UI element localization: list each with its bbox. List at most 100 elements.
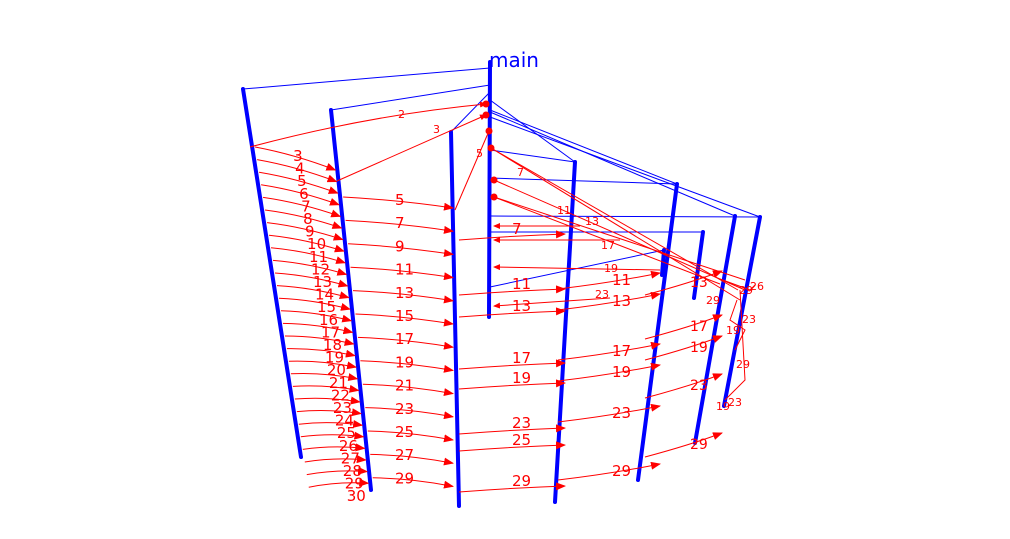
- fan-arrow: [274, 272, 349, 288]
- col2-label: 5: [395, 191, 405, 209]
- col2-label: 21: [395, 377, 414, 395]
- fan-arrow: [306, 466, 369, 476]
- col5-arrow: [644, 335, 723, 361]
- fan-label: 3: [293, 147, 303, 165]
- col3-label: 17: [512, 349, 531, 367]
- fan-arrow: [257, 159, 338, 183]
- fan-label: 18: [323, 336, 342, 354]
- fan-label: 8: [303, 210, 313, 228]
- fan-label: 9: [305, 223, 315, 241]
- fan-arrow: [268, 234, 345, 253]
- fan-arrow: [294, 396, 361, 405]
- lifelines: [241, 60, 762, 508]
- fan-arrow: [259, 171, 339, 194]
- fan-label: 26: [339, 437, 358, 455]
- fan-label: 30: [347, 487, 366, 505]
- col5-labels: 13 17 19 23 29: [690, 275, 708, 453]
- col3-arrow: [458, 230, 566, 241]
- fan-arrow: [282, 322, 354, 335]
- fan-arrow: [300, 431, 365, 440]
- col2-label: 11: [395, 261, 414, 279]
- col2-label: 15: [395, 307, 414, 325]
- fan-label: 23: [333, 399, 352, 417]
- fan-arrow: [266, 222, 344, 241]
- col4-labels: 11 13 17 19 23 29: [612, 271, 631, 480]
- col4-label: 29: [612, 462, 631, 480]
- col5-label: 13: [690, 275, 708, 291]
- lifeline-8: [722, 215, 762, 408]
- fan-arrow: [276, 285, 350, 300]
- fan-arrow: [265, 209, 343, 229]
- fan-label: 24: [335, 412, 354, 430]
- col4-label: 11: [612, 271, 631, 289]
- red-calls: [249, 101, 756, 401]
- col2-arrow: [352, 290, 454, 304]
- fan-label: 25: [337, 424, 356, 442]
- col5-arrow: [644, 432, 723, 458]
- fan-label: 27: [341, 449, 360, 467]
- col4-arrow: [557, 341, 661, 361]
- col2-arrow: [350, 266, 454, 281]
- small-label: 2: [398, 108, 405, 121]
- fan-arrow: [304, 455, 367, 464]
- fan-arrow: [296, 408, 362, 417]
- fan-label: 17: [321, 323, 340, 341]
- lifeline-3: [449, 130, 461, 508]
- fan-label: 13: [313, 273, 332, 291]
- col2-label: 29: [395, 469, 414, 487]
- fan-label: 11: [309, 248, 328, 266]
- fan-label: 12: [311, 260, 330, 278]
- lifeline-7: [693, 214, 737, 445]
- col2-label: 7: [395, 214, 405, 232]
- small-label: 29: [706, 294, 720, 307]
- col3-label: 19: [512, 369, 531, 387]
- col5-label: 17: [690, 319, 708, 335]
- col2-labels: 5 7 9 11 13 15 17 19 21 23 25 27 29: [395, 191, 414, 487]
- fan-arrow: [288, 360, 358, 370]
- fan-label: 7: [301, 197, 311, 215]
- col3-arrow: [458, 379, 566, 390]
- col5-arrows: [644, 270, 723, 458]
- fan-arrow: [302, 443, 366, 452]
- fan-arrow: [286, 348, 356, 358]
- col3-label: 29: [512, 472, 531, 490]
- col2-arrow: [348, 243, 454, 257]
- fan-label: 29: [345, 475, 364, 493]
- fan-arrow: [290, 373, 359, 381]
- small-label: 11: [557, 204, 571, 217]
- fan-arrow: [298, 419, 364, 428]
- col4-label: 19: [612, 363, 631, 381]
- col5-label: 23: [690, 378, 708, 394]
- fan-label: 14: [315, 286, 334, 304]
- col2-arrow: [367, 430, 454, 443]
- fan-arrow: [255, 146, 337, 171]
- col2-label: 23: [395, 400, 414, 418]
- small-label: 29: [739, 284, 753, 297]
- small-label: 13: [585, 215, 599, 228]
- small-label: 17: [601, 239, 615, 252]
- small-label: 19: [716, 400, 730, 413]
- col5-label: 29: [690, 437, 708, 453]
- col2-label: 9: [395, 237, 405, 255]
- small-label: 19: [604, 262, 618, 275]
- lifeline-5: [636, 182, 679, 482]
- small-label: 29: [736, 358, 750, 371]
- fan-arrow: [272, 259, 348, 276]
- fan-arrow: [263, 196, 342, 218]
- fan-arrow: [270, 247, 347, 264]
- col4-arrow: [557, 461, 661, 481]
- col4-arrows: [557, 270, 661, 481]
- main-label: main: [489, 48, 539, 72]
- col2-arrow: [372, 477, 454, 489]
- col3-label: 13: [512, 297, 531, 315]
- small-label: 3: [433, 123, 440, 136]
- tree-connectors: [242, 67, 761, 288]
- fan-arrow: [284, 335, 355, 346]
- fan-label: 4: [295, 160, 305, 178]
- fan-label: 5: [297, 172, 307, 190]
- small-label: 23: [728, 396, 742, 409]
- col3-label: 11: [512, 275, 531, 293]
- fan-arrow: [278, 297, 351, 311]
- lifeline-main: [487, 60, 492, 319]
